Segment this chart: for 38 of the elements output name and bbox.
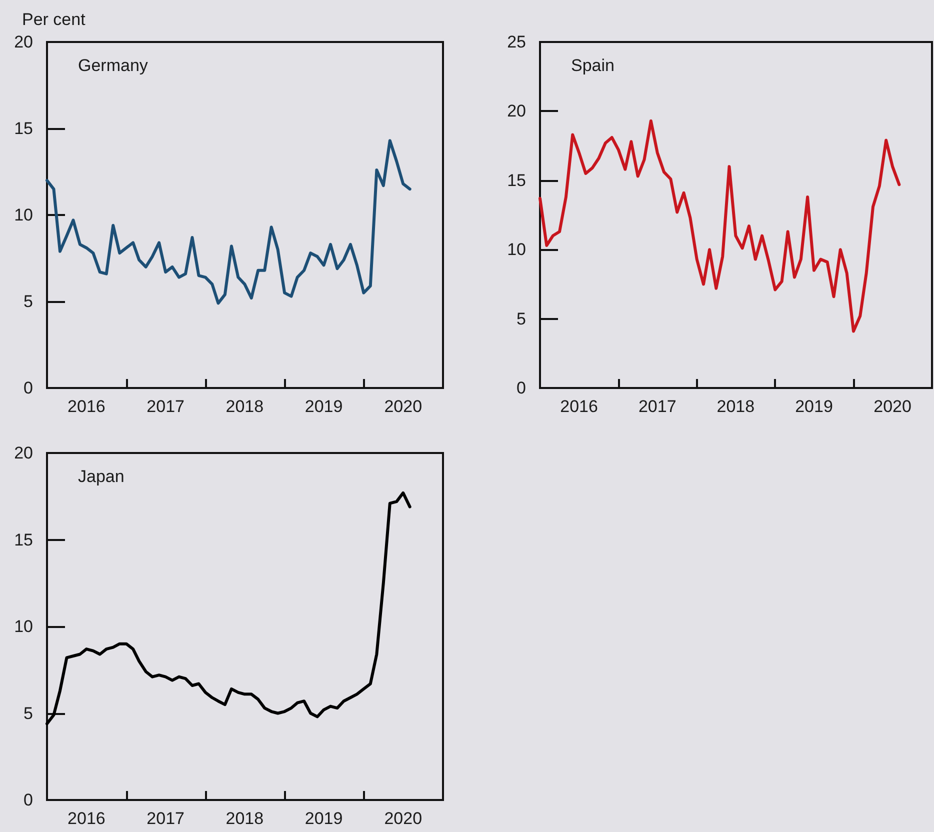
y-axis-title: Per cent	[22, 10, 86, 29]
x-tick-label: 2018	[226, 397, 264, 416]
y-tick-label: 10	[14, 206, 33, 224]
x-tick-label: 2020	[384, 397, 422, 416]
x-tick-label: 2019	[304, 809, 343, 828]
x-tick-label: 2018	[716, 397, 755, 416]
y-tick-label: 10	[507, 240, 526, 260]
text: Germany	[78, 56, 148, 75]
line-series	[46, 491, 412, 726]
text: Japan	[78, 467, 124, 486]
x-tick-label: 2019	[795, 397, 833, 416]
x-tick-label: 2018	[226, 809, 264, 828]
y-tick-label: 10	[14, 617, 33, 636]
y-tick-label: 5	[24, 704, 33, 723]
y-tick-label: 15	[14, 119, 33, 138]
y-tick-label: 15	[507, 170, 526, 190]
line-series	[46, 139, 412, 305]
y-tick-label: 20	[14, 444, 33, 462]
x-tick-label: 2016	[560, 397, 598, 416]
x-tick-label: 2019	[304, 397, 343, 416]
x-tick-label: 2016	[68, 397, 106, 416]
y-tick-label: 5	[24, 292, 33, 311]
line-series	[538, 119, 901, 333]
x-tick-label: 2020	[874, 397, 912, 416]
x-tick-label: 2017	[146, 809, 184, 828]
x-tick-label: 2017	[146, 397, 184, 416]
y-tick-label: 0	[24, 378, 33, 398]
y-tick-label: 20	[14, 32, 33, 52]
y-tick-label: 5	[516, 309, 526, 328]
x-tick-label: 2020	[384, 809, 422, 828]
y-tick-label: 0	[24, 790, 33, 810]
y-tick-label: 25	[507, 32, 526, 52]
y-tick-label: 20	[507, 102, 526, 121]
x-tick-label: 2016	[68, 809, 106, 828]
y-tick-label: 15	[14, 530, 33, 550]
y-tick-label: 0	[516, 378, 526, 398]
text: Spain	[571, 56, 614, 75]
x-tick-label: 2017	[638, 397, 676, 416]
